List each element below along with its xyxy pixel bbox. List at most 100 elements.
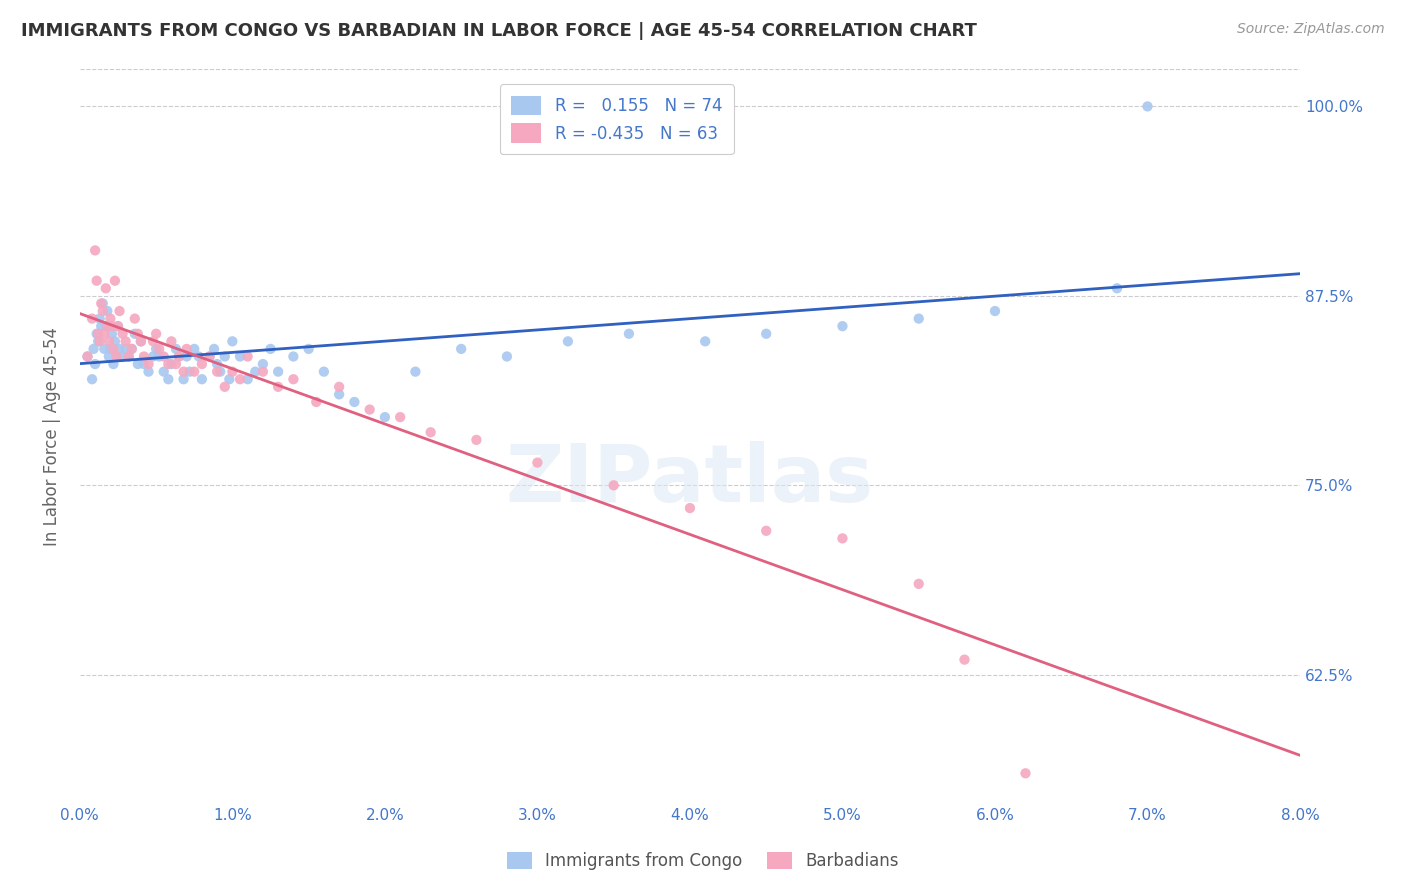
Point: [97, 350, 120, 364]
Point: [695, 334, 717, 349]
Point: [129, 334, 152, 349]
Point: [142, 334, 165, 349]
Point: [104, 334, 127, 349]
Y-axis label: In Labor Force | Age 45-54: In Labor Force | Age 45-54: [44, 326, 60, 546]
Point: [755, 524, 778, 538]
Point: [101, 326, 124, 341]
Point: [267, 365, 290, 379]
Point: [111, 350, 134, 364]
Point: [259, 342, 281, 356]
Point: [831, 532, 853, 546]
Point: [103, 357, 125, 371]
Point: [173, 372, 195, 386]
Point: [124, 311, 146, 326]
Point: [205, 357, 228, 371]
Point: [127, 357, 149, 371]
Point: [108, 304, 131, 318]
Point: [96, 304, 118, 318]
Point: [167, 350, 190, 364]
Point: [907, 577, 929, 591]
Point: [157, 357, 180, 371]
Point: [152, 365, 174, 379]
Point: [90, 319, 112, 334]
Point: [343, 395, 366, 409]
Point: [602, 478, 624, 492]
Point: [236, 350, 259, 364]
Point: [984, 304, 1007, 318]
Point: [138, 357, 160, 371]
Point: [93, 326, 115, 341]
Point: [617, 326, 640, 341]
Point: [94, 281, 117, 295]
Point: [107, 319, 129, 334]
Point: [90, 296, 112, 310]
Point: [298, 342, 321, 356]
Point: [80, 311, 103, 326]
Point: [118, 350, 141, 364]
Point: [229, 372, 252, 386]
Point: [91, 296, 114, 310]
Point: [221, 365, 243, 379]
Point: [229, 350, 252, 364]
Point: [124, 326, 146, 341]
Point: [202, 342, 225, 356]
Point: [755, 326, 778, 341]
Point: [465, 433, 488, 447]
Point: [84, 244, 107, 258]
Point: [89, 334, 111, 349]
Point: [104, 274, 127, 288]
Point: [450, 342, 472, 356]
Point: [374, 410, 396, 425]
Point: [101, 319, 124, 334]
Point: [100, 311, 122, 326]
Point: [160, 334, 183, 349]
Point: [111, 326, 134, 341]
Point: [389, 410, 412, 425]
Point: [89, 311, 111, 326]
Point: [76, 350, 98, 364]
Legend: R =   0.155   N = 74, R = -0.435   N = 63: R = 0.155 N = 74, R = -0.435 N = 63: [499, 84, 734, 154]
Point: [221, 334, 243, 349]
Point: [107, 319, 129, 334]
Point: [142, 350, 165, 364]
Point: [1105, 281, 1128, 295]
Point: [209, 365, 232, 379]
Point: [1014, 766, 1036, 780]
Point: [148, 342, 170, 356]
Legend: Immigrants from Congo, Barbadians: Immigrants from Congo, Barbadians: [501, 845, 905, 877]
Point: [152, 350, 174, 364]
Point: [132, 350, 155, 364]
Point: [86, 274, 108, 288]
Point: [404, 365, 426, 379]
Point: [76, 350, 98, 364]
Point: [100, 342, 122, 356]
Point: [214, 380, 236, 394]
Point: [312, 365, 335, 379]
Point: [198, 350, 221, 364]
Point: [118, 350, 141, 364]
Point: [157, 372, 180, 386]
Text: ZIPatlas: ZIPatlas: [506, 442, 875, 519]
Point: [198, 350, 221, 364]
Point: [191, 372, 214, 386]
Point: [103, 342, 125, 356]
Point: [328, 380, 350, 394]
Point: [83, 342, 105, 356]
Point: [97, 334, 120, 349]
Point: [179, 365, 201, 379]
Point: [679, 501, 702, 516]
Point: [94, 319, 117, 334]
Point: [86, 326, 108, 341]
Point: [191, 357, 214, 371]
Point: [167, 350, 190, 364]
Point: [80, 372, 103, 386]
Point: [91, 304, 114, 318]
Point: [496, 350, 519, 364]
Point: [328, 387, 350, 401]
Point: [187, 350, 209, 364]
Point: [114, 334, 136, 349]
Point: [105, 350, 128, 364]
Point: [96, 319, 118, 334]
Point: [205, 365, 228, 379]
Point: [953, 652, 976, 666]
